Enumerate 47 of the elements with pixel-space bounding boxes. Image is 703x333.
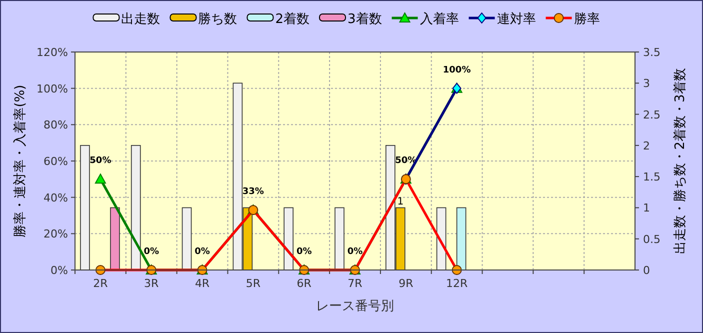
y-tick-label: 120% (36, 46, 68, 59)
y2-tick-label: 2 (643, 139, 650, 152)
legend-label: 勝率 (574, 11, 600, 27)
legend-label: 入着率 (420, 11, 459, 27)
data-label: 50% (90, 156, 112, 166)
y-tick-label: 60% (44, 155, 68, 168)
y2-tick-label: 0.5 (643, 232, 660, 246)
y2-tick-label: 1 (643, 202, 650, 215)
x-tick-label: 4R (194, 277, 210, 290)
y2-tick-label: 2.5 (643, 108, 660, 122)
data-label: 100% (442, 65, 471, 76)
x-tick-label: 7R (348, 277, 363, 290)
y2-axis-title: 出走数・勝ち数・2着数・3着数 (672, 68, 688, 254)
x-tick-label: 9R (398, 277, 414, 290)
legend-label: 出走数 (121, 12, 160, 27)
y2-tick-label: 3 (643, 77, 650, 90)
bar (284, 207, 294, 270)
bar (130, 145, 141, 270)
data-label: 0% (347, 247, 363, 257)
x-tick-label: 3R (144, 277, 160, 290)
x-tick-label: 6R (296, 277, 312, 290)
y2-tick-label: 0 (643, 264, 650, 277)
bar (80, 145, 90, 270)
legend-label: 3着数 (348, 11, 382, 27)
y-tick-label: 40% (44, 191, 68, 204)
bar (182, 207, 192, 270)
data-label: 33% (242, 187, 264, 198)
legend-label: 連対率 (496, 11, 536, 27)
y2-tick-label: 1.5 (643, 170, 660, 184)
y-tick-label: 0% (50, 264, 68, 277)
y-axis-title: 勝率・連対率・入着率(%) (12, 84, 28, 238)
x-tick-label: 2R (93, 277, 108, 290)
x-tick-label: 12R (446, 277, 468, 290)
x-tick-label: 5R (246, 277, 261, 290)
y-tick-label: 80% (44, 118, 68, 132)
y-tick-label: 20% (44, 228, 68, 241)
point (94, 174, 106, 184)
x-axis-title: レース番号別 (316, 299, 394, 314)
legend-label: 2着数 (275, 11, 310, 27)
y2-tick-label: 3.5 (643, 46, 660, 59)
data-label: 1 (397, 196, 404, 208)
bar (334, 207, 344, 270)
y-tick-label: 100% (36, 82, 68, 96)
legend-label: 勝ち数 (198, 12, 238, 27)
data-label: 0% (194, 247, 210, 257)
data-label: 0% (144, 247, 160, 257)
data-label: 0% (296, 247, 312, 257)
